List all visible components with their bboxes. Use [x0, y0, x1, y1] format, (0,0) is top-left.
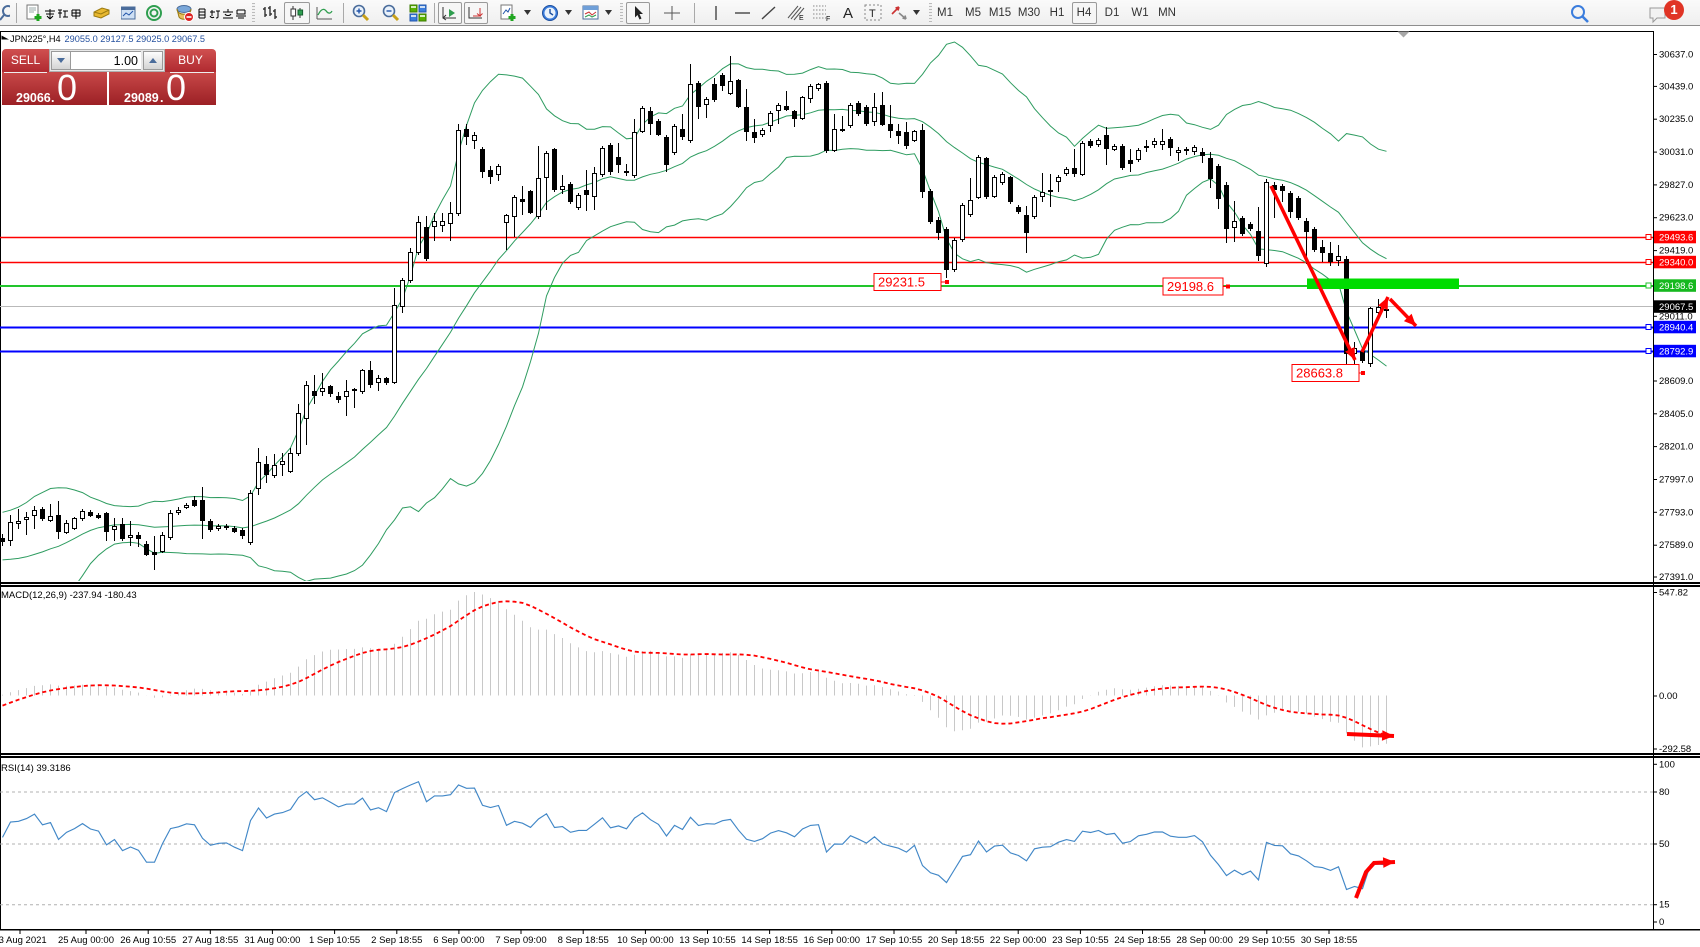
svg-text:28792.9: 28792.9	[1659, 347, 1693, 358]
svg-text:30031.0: 30031.0	[1659, 147, 1693, 158]
svg-text:28940.4: 28940.4	[1659, 323, 1693, 334]
svg-text:28609.0: 28609.0	[1659, 376, 1693, 387]
svg-text:23 Aug 2021: 23 Aug 2021	[0, 935, 47, 946]
svg-text:27589.0: 27589.0	[1659, 540, 1693, 551]
svg-text:F: F	[826, 16, 830, 22]
svg-text:2 Sep 18:55: 2 Sep 18:55	[371, 935, 422, 946]
svg-text:30235.0: 30235.0	[1659, 114, 1693, 125]
svg-text:29493.6: 29493.6	[1659, 233, 1693, 244]
svg-text:30 Sep 18:55: 30 Sep 18:55	[1301, 935, 1358, 946]
svg-text:30439.0: 30439.0	[1659, 81, 1693, 92]
svg-text:29011.0: 29011.0	[1659, 311, 1693, 322]
svg-text:26 Aug 10:55: 26 Aug 10:55	[120, 935, 176, 946]
svg-text:20 Sep 18:55: 20 Sep 18:55	[928, 935, 985, 946]
svg-text:23 Sep 10:55: 23 Sep 10:55	[1052, 935, 1109, 946]
svg-text:29623.0: 29623.0	[1659, 213, 1693, 224]
svg-text:80: 80	[1659, 787, 1670, 798]
svg-text:10 Sep 00:00: 10 Sep 00:00	[617, 935, 674, 946]
svg-text:0: 0	[1659, 917, 1664, 928]
svg-text:29 Sep 10:55: 29 Sep 10:55	[1239, 935, 1296, 946]
svg-text:30637.0: 30637.0	[1659, 50, 1693, 61]
svg-text:JPN225°,H4: JPN225°,H4	[10, 34, 61, 44]
svg-text:0.00: 0.00	[1659, 691, 1678, 702]
svg-text:29198.6: 29198.6	[1659, 281, 1693, 292]
svg-text:E: E	[799, 15, 804, 22]
svg-text:28 Sep 00:00: 28 Sep 00:00	[1176, 935, 1233, 946]
svg-text:29198.6: 29198.6	[1167, 279, 1214, 294]
svg-text:28201.0: 28201.0	[1659, 442, 1693, 453]
svg-text:-292.58: -292.58	[1659, 744, 1691, 755]
svg-text:MACD(12,26,9) -237.94 -180.43: MACD(12,26,9) -237.94 -180.43	[1, 590, 137, 601]
svg-text:T: T	[869, 8, 876, 20]
svg-text:RSI(14) 39.3186: RSI(14) 39.3186	[1, 763, 71, 774]
svg-text:29827.0: 29827.0	[1659, 180, 1693, 191]
svg-text:27793.0: 27793.0	[1659, 507, 1693, 518]
svg-text:6 Sep 00:00: 6 Sep 00:00	[433, 935, 484, 946]
svg-text:29055.0 29127.5 29025.0 29067.: 29055.0 29127.5 29025.0 29067.5	[65, 34, 206, 44]
svg-text:24 Sep 18:55: 24 Sep 18:55	[1114, 935, 1171, 946]
svg-text:29067.5: 29067.5	[1659, 302, 1693, 313]
svg-text:27391.0: 27391.0	[1659, 572, 1693, 583]
svg-text:27997.0: 27997.0	[1659, 475, 1693, 486]
svg-text:17 Sep 10:55: 17 Sep 10:55	[866, 935, 923, 946]
svg-text:13 Sep 10:55: 13 Sep 10:55	[679, 935, 736, 946]
svg-text:31 Aug 00:00: 31 Aug 00:00	[244, 935, 300, 946]
svg-text:547.82: 547.82	[1659, 588, 1688, 599]
svg-text:1 Sep 10:55: 1 Sep 10:55	[309, 935, 360, 946]
svg-text:16 Sep 00:00: 16 Sep 00:00	[804, 935, 861, 946]
svg-text:50: 50	[1659, 839, 1670, 850]
svg-text:29231.5: 29231.5	[878, 275, 925, 290]
svg-text:14 Sep 18:55: 14 Sep 18:55	[741, 935, 798, 946]
svg-text:15: 15	[1659, 900, 1670, 911]
svg-text:25 Aug 00:00: 25 Aug 00:00	[58, 935, 114, 946]
svg-text:22 Sep 00:00: 22 Sep 00:00	[990, 935, 1047, 946]
svg-text:28405.0: 28405.0	[1659, 409, 1693, 420]
svg-text:29340.0: 29340.0	[1659, 258, 1693, 269]
svg-text:27 Aug 18:55: 27 Aug 18:55	[182, 935, 238, 946]
svg-text:28663.8: 28663.8	[1296, 366, 1343, 381]
svg-text:29419.0: 29419.0	[1659, 246, 1693, 257]
svg-text:100: 100	[1659, 759, 1675, 770]
svg-text:7 Sep 09:00: 7 Sep 09:00	[495, 935, 546, 946]
svg-text:8 Sep 18:55: 8 Sep 18:55	[558, 935, 609, 946]
